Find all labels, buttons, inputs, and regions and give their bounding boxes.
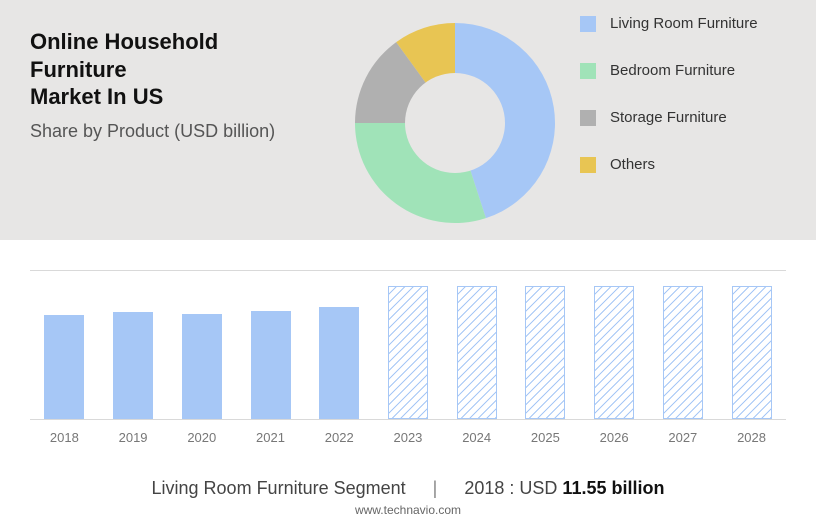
legend-swatch [580, 110, 596, 126]
bar-year-label: 2020 [182, 430, 222, 445]
bar [457, 286, 497, 419]
chart-title: Online Household Furniture Market In US [30, 28, 320, 111]
footer: Living Room Furniture Segment | 2018 : U… [0, 478, 816, 517]
legend-item: Bedroom Furniture [580, 62, 758, 79]
bar-year-label: 2023 [388, 430, 428, 445]
legend-swatch [580, 63, 596, 79]
legend-swatch [580, 16, 596, 32]
bar [388, 286, 428, 419]
legend-item: Others [580, 156, 758, 173]
segment-value: 11.55 billion [562, 478, 664, 498]
top-section: Online Household Furniture Market In US … [0, 0, 816, 240]
segment-line: Living Room Furniture Segment | 2018 : U… [0, 478, 816, 499]
bar-chart [30, 270, 786, 420]
bar-year-label: 2025 [525, 430, 565, 445]
bar-year-label: 2028 [732, 430, 772, 445]
bar [732, 286, 772, 419]
legend-label: Others [610, 156, 655, 173]
bar [113, 312, 153, 419]
legend-label: Storage Furniture [610, 109, 727, 126]
divider-icon: | [433, 478, 438, 498]
legend-label: Living Room Furniture [610, 15, 758, 32]
bar-year-label: 2026 [594, 430, 634, 445]
bar-year-label: 2018 [44, 430, 84, 445]
legend-item: Storage Furniture [580, 109, 758, 126]
donut-chart [350, 18, 560, 228]
bar-section: 2018 2019 2020 2021 2022 2023 2024 2025 2026 2027… [0, 240, 816, 455]
chart-subtitle: Share by Product (USD billion) [30, 121, 320, 142]
title-block: Online Household Furniture Market In US … [30, 28, 320, 142]
bar [251, 311, 291, 419]
bar [525, 286, 565, 419]
legend-swatch [580, 157, 596, 173]
title-line1: Online Household Furniture [30, 29, 218, 82]
title-line2: Market In US [30, 84, 163, 109]
bar-year-label: 2024 [457, 430, 497, 445]
bar [319, 307, 359, 419]
donut-legend: Living Room Furniture Bedroom Furniture St… [580, 15, 758, 203]
bar-year-label: 2019 [113, 430, 153, 445]
segment-label: Living Room Furniture Segment [152, 478, 406, 498]
legend-label: Bedroom Furniture [610, 62, 735, 79]
bar-x-labels: 2018 2019 2020 2021 2022 2023 2024 2025 2026 2027… [30, 430, 786, 445]
bar-year-label: 2027 [663, 430, 703, 445]
bar-year-label: 2022 [319, 430, 359, 445]
bar [44, 315, 84, 419]
legend-item: Living Room Furniture [580, 15, 758, 32]
donut-hole [405, 73, 505, 173]
bar [663, 286, 703, 419]
bar-year-label: 2021 [251, 430, 291, 445]
bar [182, 314, 222, 419]
source-url: www.technavio.com [0, 503, 816, 517]
bar [594, 286, 634, 419]
segment-year: 2018 : USD [464, 478, 562, 498]
